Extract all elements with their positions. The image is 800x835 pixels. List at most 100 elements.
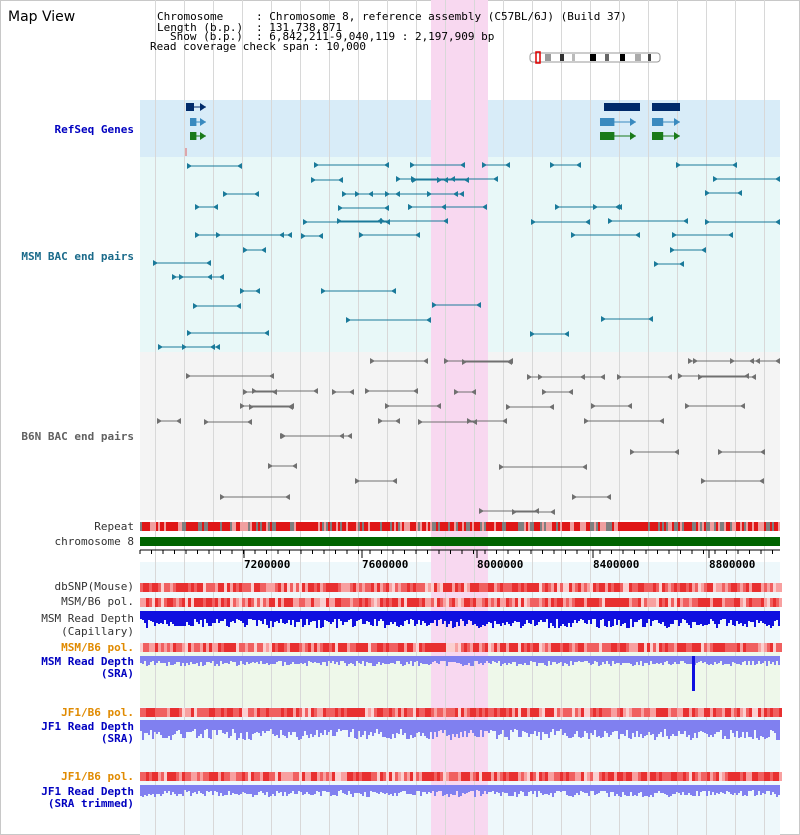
jf1-b6-pol-cell [290, 772, 293, 781]
repeat-segment [296, 522, 298, 531]
msm-depth-sra-bar [690, 656, 692, 664]
jf1-depth-sra-bar [540, 720, 542, 740]
jf1-depth-trimmed-bar [332, 785, 334, 795]
refseq-gene [200, 118, 206, 126]
jf1-b6-pol-cell [455, 708, 458, 717]
ideogram-position-marker [535, 51, 541, 64]
msm-b6-pol-cell [734, 598, 737, 607]
msm-depth-capillary-bar [600, 611, 602, 620]
repeat-segment [364, 522, 366, 531]
msm-depth-capillary-bar [564, 611, 566, 626]
msm-bac-pair [571, 232, 576, 238]
jf1-depth-trimmed-bar [308, 785, 310, 794]
msm-depth-sra-bar [604, 656, 606, 664]
jf1-depth-sra-bar [428, 720, 430, 739]
msm-b6-pol-cell [524, 598, 527, 607]
msm-depth-sra-bar [192, 656, 194, 664]
jf1-b6-pol-cell [410, 772, 413, 781]
jf1-b6-pol-cell [275, 708, 278, 717]
repeat-segment [676, 522, 678, 531]
b6n-bac-pair [176, 418, 181, 424]
msm-b6-pol-cell [698, 598, 701, 607]
msm-depth-capillary-bar [472, 611, 474, 625]
msm-depth-sra-bar [632, 656, 634, 666]
track-label-b6n-bac[interactable]: B6N BAC end pairs [21, 430, 134, 443]
jf1-depth-trimmed-bar [406, 785, 408, 794]
jf1-b6-pol-cell [551, 708, 554, 717]
msm-depth-capillary-bar [356, 611, 358, 621]
jf1-depth-sra-bar [574, 720, 576, 734]
msm-b6-pol-cell [206, 598, 209, 607]
jf1-b6-pol-cell [317, 772, 320, 781]
jf1-depth-trimmed-bar [616, 785, 618, 794]
jf1-depth-sra-bar [386, 720, 388, 738]
repeat-segment [492, 522, 494, 531]
repeat-segment [550, 522, 552, 531]
jf1-depth-sra-bar [694, 720, 696, 733]
msm-b6-pol-cell [140, 598, 143, 607]
jf1-b6-pol-cell [326, 708, 329, 717]
dbsnp-cell [476, 583, 479, 592]
msm-depth-sra-bar [528, 656, 530, 665]
jf1-b6-pol-cell [422, 772, 425, 781]
jf1-depth-sra-bar [298, 720, 300, 740]
jf1-depth-sra-bar [250, 720, 252, 740]
msm-depth-sra-bar [558, 656, 560, 663]
dbsnp-cell [674, 583, 677, 592]
jf1-b6-pol-cell [632, 772, 635, 781]
msm-b6-pol-cell [755, 643, 758, 652]
msm-bac-pair [215, 344, 220, 350]
msm-depth-sra-bar [754, 656, 756, 665]
jf1-depth-trimmed-bar [272, 785, 274, 794]
jf1-b6-pol-cell [620, 772, 623, 781]
jf1-b6-pol-cell [152, 708, 155, 717]
repeat-segment [260, 522, 262, 531]
dbsnp-cell [233, 583, 236, 592]
msm-depth-sra-bar [200, 656, 202, 662]
msm-bac-pair [672, 232, 677, 238]
jf1-b6-pol-cell [743, 708, 746, 717]
jf1-b6-pol-cell [482, 772, 485, 781]
dbsnp-cell [158, 583, 161, 592]
jf1-depth-sra-bar [286, 720, 288, 738]
jf1-b6-pol-cell [236, 708, 239, 717]
msm-depth-sra-bar [356, 656, 358, 661]
jf1-b6-pol-cell [404, 772, 407, 781]
track-label-msm-bac[interactable]: MSM BAC end pairs [21, 250, 134, 263]
jf1-depth-sra-bar [376, 720, 378, 729]
dbsnp-cell [440, 583, 443, 592]
msm-depth-capillary-bar [754, 611, 756, 627]
repeat-segment [408, 522, 410, 531]
msm-depth-sra-bar [198, 656, 200, 666]
jf1-b6-pol-cell [287, 772, 290, 781]
msm-depth-capillary-bar [180, 611, 182, 626]
jf1-b6-pol-cell [677, 708, 680, 717]
msm-depth-sra-bar [308, 656, 310, 661]
jf1-b6-pol-cell [473, 708, 476, 717]
b6n-bac-pair [580, 374, 585, 380]
jf1-b6-pol-cell [257, 772, 260, 781]
repeat-segment [546, 522, 548, 531]
jf1-depth-trimmed-bar [512, 785, 514, 796]
repeat-segment [502, 522, 504, 531]
msm-depth-sra-bar [444, 656, 446, 661]
msm-depth-sra-bar [338, 656, 340, 665]
jf1-depth-sra-bar [238, 720, 240, 738]
msm-b6-pol-cell [239, 643, 242, 652]
dbsnp-cell [512, 583, 515, 592]
msm-depth-capillary-bar [672, 611, 674, 624]
jf1-depth-trimmed-bar [526, 785, 528, 796]
jf1-b6-pol-cell [143, 708, 146, 717]
msm-depth-sra-bar [462, 656, 464, 666]
jf1-b6-pol-cell [500, 708, 503, 717]
msm-depth-sra-bar [290, 656, 292, 664]
msm-bac-pair [359, 232, 364, 238]
jf1-depth-trimmed-bar [736, 785, 738, 795]
track-label-refseq[interactable]: RefSeq Genes [54, 123, 134, 136]
repeat-segment [560, 522, 562, 531]
msm-b6-pol-cell [572, 598, 575, 607]
msm-bac-pair [338, 205, 343, 211]
b6n-bac-pair [527, 374, 532, 380]
repeat-segment [218, 522, 220, 531]
